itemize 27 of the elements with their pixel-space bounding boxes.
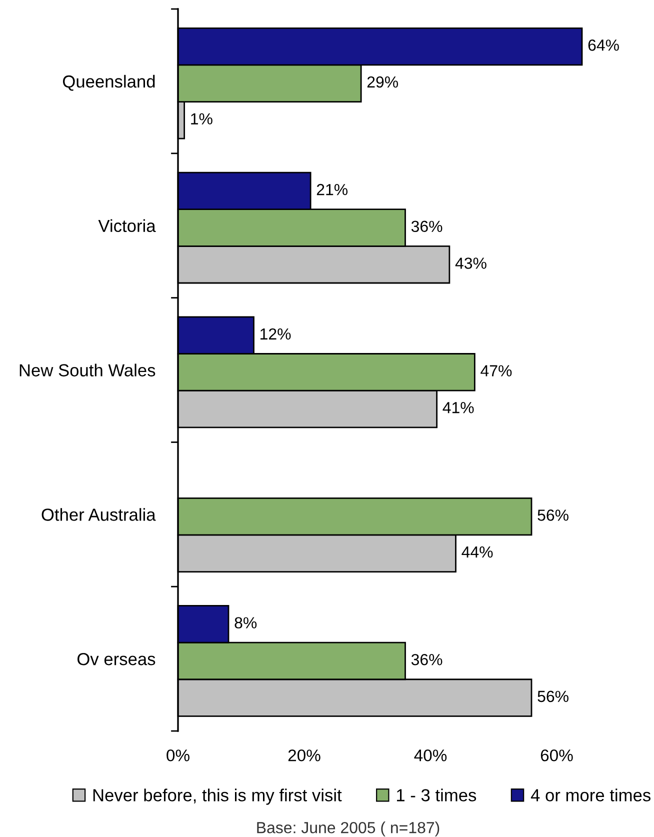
data-label: 47% (480, 365, 512, 376)
y-tick-label: Queensland (62, 74, 155, 91)
x-tick-label: 0% (166, 749, 190, 762)
data-label: 44% (462, 546, 493, 558)
data-label: 36% (411, 654, 442, 666)
y-tick-label: Other Australia (42, 508, 156, 521)
data-label: 56% (538, 690, 568, 702)
data-label: 29% (367, 76, 398, 88)
data-label: 1% (191, 113, 212, 124)
x-tick-label: 40% (414, 749, 447, 762)
x-tick-label: 20% (288, 749, 320, 762)
legend-label: 4 or more times (530, 788, 650, 802)
data-label: 36% (411, 220, 442, 232)
y-tick-label: Victoria (98, 219, 156, 232)
y-tick-label: New South Wales (20, 364, 156, 376)
text: Base: June 2005 ( n=187) (257, 822, 440, 836)
data-label: 43% (455, 258, 486, 269)
y-tick-label: Ov erseas (77, 652, 156, 666)
legend-label: 1 - 3 times (396, 788, 476, 802)
data-label: 21% (316, 184, 348, 196)
data-label: 8% (234, 617, 257, 628)
data-label: 41% (442, 402, 474, 414)
data-label: 12% (260, 328, 291, 340)
x-tick-label: 60% (540, 749, 573, 762)
data-label: 56% (538, 510, 568, 521)
data-label: 64% (588, 40, 619, 51)
legend-label: Never before, this is my first visit (93, 788, 342, 805)
